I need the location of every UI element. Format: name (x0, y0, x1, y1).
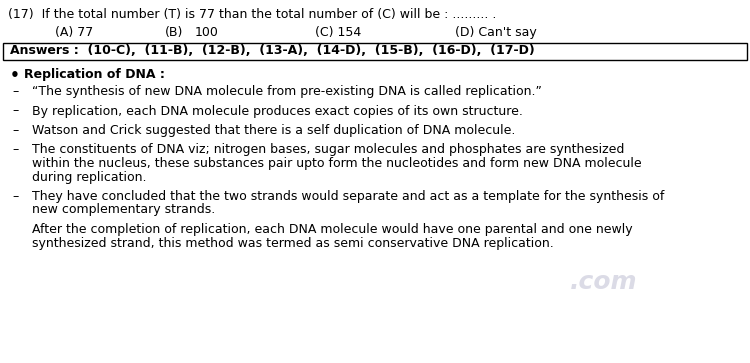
Text: (C) 154: (C) 154 (315, 26, 362, 39)
Text: synthesized strand, this method was termed as semi conservative DNA replication.: synthesized strand, this method was term… (32, 237, 554, 249)
Text: –: – (12, 190, 18, 203)
Text: (17)  If the total number (T) is 77 than the total number of (C) will be : .....: (17) If the total number (T) is 77 than … (8, 8, 496, 21)
Text: •: • (10, 68, 20, 83)
Text: –: – (12, 85, 18, 98)
Text: within the nucleus, these substances pair upto form the nucleotides and form new: within the nucleus, these substances pai… (32, 157, 641, 170)
Text: .com: .com (570, 270, 638, 294)
Text: They have concluded that the two strands would separate and act as a template fo: They have concluded that the two strands… (32, 190, 664, 203)
Text: (D) Can't say: (D) Can't say (455, 26, 537, 39)
Text: The constituents of DNA viz; nitrogen bases, sugar molecules and phosphates are : The constituents of DNA viz; nitrogen ba… (32, 143, 624, 156)
FancyBboxPatch shape (3, 43, 747, 60)
Text: 100: 100 (195, 26, 219, 39)
Text: (A) 77: (A) 77 (55, 26, 93, 39)
Text: (B): (B) (165, 26, 183, 39)
Text: –: – (12, 143, 18, 156)
Text: –: – (12, 124, 18, 137)
Text: Answers :  (10-C),  (11-B),  (12-B),  (13-A),  (14-D),  (15-B),  (16-D),  (17-D): Answers : (10-C), (11-B), (12-B), (13-A)… (10, 44, 535, 57)
Text: new complementary strands.: new complementary strands. (32, 204, 215, 216)
Text: Watson and Crick suggested that there is a self duplication of DNA molecule.: Watson and Crick suggested that there is… (32, 124, 515, 137)
Text: during replication.: during replication. (32, 171, 146, 184)
Text: After the completion of replication, each DNA molecule would have one parental a: After the completion of replication, eac… (32, 223, 632, 236)
Text: Replication of DNA :: Replication of DNA : (24, 68, 165, 81)
Text: “The synthesis of new DNA molecule from pre-existing DNA is called replication.”: “The synthesis of new DNA molecule from … (32, 85, 542, 98)
Text: –: – (12, 105, 18, 118)
Text: By replication, each DNA molecule produces exact copies of its own structure.: By replication, each DNA molecule produc… (32, 105, 523, 118)
